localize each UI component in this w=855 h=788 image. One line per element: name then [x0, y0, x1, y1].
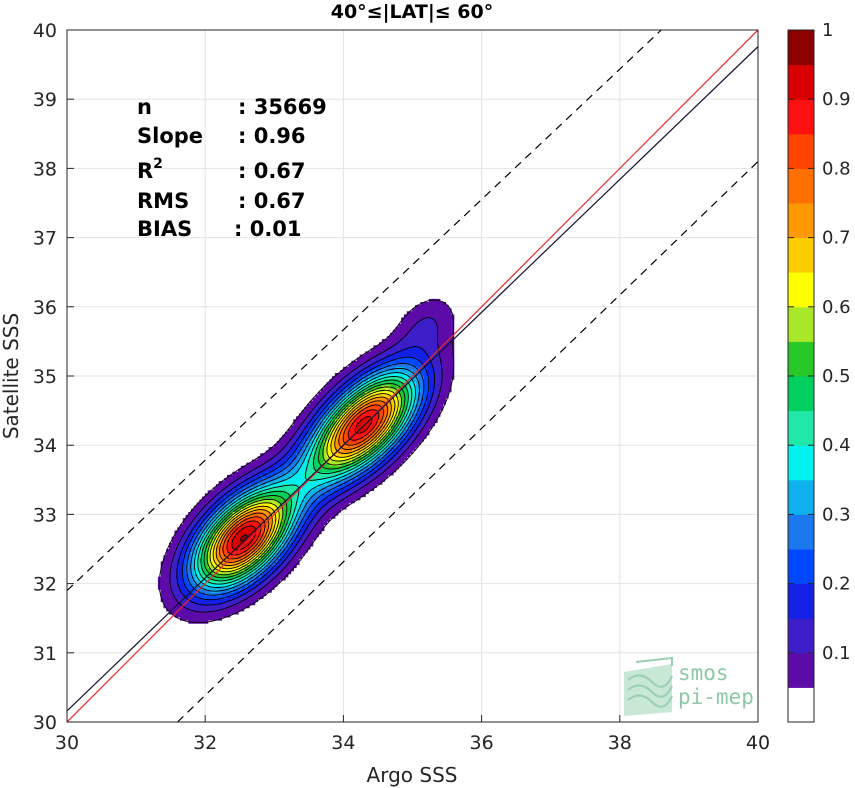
colorbar [788, 30, 814, 723]
contour-line-0.65 [209, 389, 399, 573]
stat-rms-label: RMS [137, 189, 189, 213]
y-tick-label-37: 37 [33, 228, 57, 250]
colorbar-swatch-0.65 [788, 272, 814, 308]
logo-text-smos: smos [678, 661, 729, 685]
y-axis-label: Satellite SSS [0, 313, 23, 439]
colorbar-swatch-0.85 [788, 133, 814, 169]
colorbar-swatch-0.55 [788, 341, 814, 377]
colorbar-swatch-0.9 [788, 99, 814, 135]
colorbar-swatch-0.15 [788, 618, 814, 654]
colorbar-swatch-0.1 [788, 652, 814, 688]
x-tick-label-38: 38 [608, 732, 632, 754]
y-tick-label-36: 36 [33, 297, 57, 319]
chart-title: 40°≤|LAT|≤ 60° [331, 1, 494, 23]
x-tick-label-40: 40 [746, 732, 770, 754]
logo-text-pimep: pi-mep [678, 685, 754, 709]
colorbar-swatch-0.25 [788, 549, 814, 585]
colorbar-swatch-0.6 [788, 306, 814, 342]
stat-r2-sup: 2 [153, 156, 163, 172]
colorbar-swatch-0.3 [788, 514, 814, 550]
y-tick-label-35: 35 [33, 366, 57, 388]
stat-r2-letter: R [137, 159, 153, 183]
colorbar-swatch-0.95 [788, 64, 814, 100]
colorbar-tick-label-0.5: 0.5 [822, 366, 851, 387]
identity-line [67, 30, 758, 722]
contour-line-0.2 [176, 346, 436, 606]
contour-line-0.1 [158, 299, 455, 624]
colorbar-tick-label-0.3: 0.3 [822, 504, 851, 525]
stat-rms-value: : 0.67 [238, 189, 306, 213]
stat-bias-label: BIAS [137, 217, 192, 241]
colorbar-tick-label-1: 1 [822, 20, 833, 41]
smos-pimep-logo: smos pi-mep [624, 656, 754, 716]
stat-bias-value: : 0.01 [234, 217, 302, 241]
stat-r2-value: : 0.67 [238, 159, 306, 183]
colorbar-swatch-0.05 [788, 687, 814, 723]
contour-line-0.3 [186, 363, 425, 596]
lower-bound-line [177, 161, 758, 722]
stat-slope-value: : 0.96 [238, 124, 306, 148]
x-axis-ticks: 30 32 34 36 38 40 [55, 715, 770, 754]
x-tick-label-36: 36 [470, 732, 494, 754]
contour-line-0.9 [226, 409, 380, 556]
colorbar-swatch-0.5 [788, 376, 814, 412]
colorbar-swatch-0.4 [788, 445, 814, 481]
stat-slope-label: Slope [137, 124, 203, 148]
contour-line-0.45 [197, 376, 413, 585]
y-tick-label-34: 34 [33, 435, 57, 457]
colorbar-tick-label-0.4: 0.4 [822, 435, 851, 456]
x-tick-label-30: 30 [55, 732, 79, 754]
regression-line [67, 46, 758, 712]
y-tick-label-38: 38 [33, 158, 57, 180]
x-tick-label-32: 32 [193, 732, 217, 754]
density-contours [157, 298, 455, 624]
contour-line-0.25 [181, 356, 430, 601]
y-tick-label-31: 31 [33, 643, 57, 665]
y-tick-label-30: 30 [33, 712, 57, 734]
colorbar-swatch-0.45 [788, 410, 814, 446]
colorbar-swatch-0.35 [788, 479, 814, 515]
y-tick-label-32: 32 [33, 574, 57, 596]
contour-line-0.35 [190, 367, 420, 592]
contour-line-0.5 [200, 379, 409, 582]
upper-bound-line [67, 30, 662, 591]
y-tick-label-33: 33 [33, 504, 57, 526]
colorbar-tick-label-0.8: 0.8 [822, 158, 851, 179]
y-axis-ticks: 30 31 32 33 34 35 36 37 38 39 40 [33, 20, 74, 734]
contour-line-0.4 [193, 372, 416, 588]
colorbar-swatch-0.2 [788, 583, 814, 619]
reference-lines [67, 30, 758, 722]
stat-n-value: : 35669 [238, 95, 327, 119]
contour-line-0.55 [203, 383, 406, 579]
colorbar-swatch-0.75 [788, 203, 814, 239]
colorbar-tick-label-0.9: 0.9 [822, 89, 851, 110]
x-axis-label: Argo SSS [367, 763, 458, 787]
logo-waves-icon [624, 656, 673, 716]
x-tick-label-34: 34 [331, 732, 355, 754]
colorbar-tick-label-0.1: 0.1 [822, 643, 851, 664]
colorbar-swatch-0.7 [788, 237, 814, 273]
y-tick-label-39: 39 [33, 89, 57, 111]
stat-n-label: n [137, 95, 152, 119]
colorbar-tick-label-0.7: 0.7 [822, 228, 851, 249]
y-tick-label-40: 40 [33, 20, 57, 42]
contour-line-0.6 [206, 386, 403, 576]
colorbar-tick-label-0.2: 0.2 [822, 574, 851, 595]
stats-box: n : 35669 Slope : 0.96 R2 : 0.67 RMS : 0… [137, 95, 327, 241]
colorbar-tick-label-0.6: 0.6 [822, 297, 851, 318]
stat-r2-label: R2 [137, 156, 163, 183]
colorbar-ticks: 0.1 0.2 0.3 0.4 0.5 0.6 0.7 0.8 0.9 1 [788, 20, 851, 664]
colorbar-swatch-1 [788, 30, 814, 66]
colorbar-swatch-0.8 [788, 168, 814, 204]
